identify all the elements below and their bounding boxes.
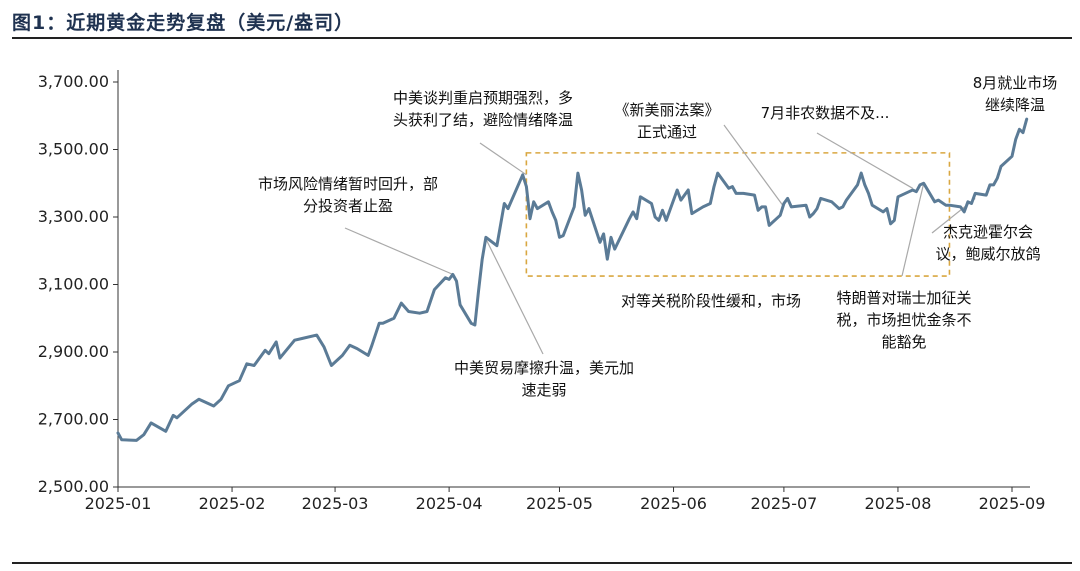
annotation-leader-line xyxy=(479,142,527,176)
highlight-box-layer xyxy=(525,152,951,277)
x-tick-label: 2025-01 xyxy=(85,494,152,513)
annotation-line: 速走弱 xyxy=(521,381,566,399)
annotation-line: 正式通过 xyxy=(637,123,697,141)
y-tick-label: 3,100.00 xyxy=(38,275,109,294)
annotation-line: 能豁免 xyxy=(881,333,926,351)
annotation-text: 8月就业市场继续降温 xyxy=(973,74,1058,114)
y-tick-label: 2,500.00 xyxy=(38,477,109,496)
leader-lines xyxy=(344,124,976,355)
annotation-line: 《新美丽法案》 xyxy=(614,101,719,119)
annotation-text: 中美谈判重启预期强烈，多头获利了结，避险情绪降温 xyxy=(393,89,573,129)
annotation-line: 继续降温 xyxy=(985,96,1045,114)
y-tick-label: 3,500.00 xyxy=(38,140,109,159)
x-tick-label: 2025-02 xyxy=(199,494,266,513)
annotation-line: 税，市场担忧金条不 xyxy=(836,311,971,329)
annotation-text: 特朗普对瑞士加征关税，市场担忧金条不能豁免 xyxy=(836,289,971,351)
annotation-line: 杰克逊霍尔会 xyxy=(943,223,1033,241)
range-highlight-box xyxy=(525,152,951,277)
annotation-text: 《新美丽法案》正式通过 xyxy=(614,101,719,141)
annotation-leader-line xyxy=(344,227,454,275)
annotation-text: 中美贸易摩擦升温，美元加速走弱 xyxy=(454,359,634,399)
annotation-line: 市场风险情绪暂时回升，部 xyxy=(258,175,438,193)
x-tick-label: 2025-09 xyxy=(979,494,1046,513)
annotations: 市场风险情绪暂时回升，部分投资者止盈 中美谈判重启预期强烈，多头获利了结，避险情绪… xyxy=(258,74,1057,399)
annotation-leader-line xyxy=(485,238,544,355)
annotation-text: 杰克逊霍尔会议，鲍威尔放鸽 xyxy=(935,223,1040,263)
annotation-leader-line xyxy=(901,183,925,277)
x-tick-label: 2025-05 xyxy=(526,494,593,513)
top-rule xyxy=(12,37,1072,39)
bottom-rule xyxy=(12,562,1072,564)
x-tick-label: 2025-07 xyxy=(750,494,817,513)
y-tick-label: 2,700.00 xyxy=(38,410,109,429)
x-tick-label: 2025-06 xyxy=(640,494,707,513)
annotation-line: 议，鲍威尔放鸽 xyxy=(935,245,1040,263)
x-tick-label: 2025-03 xyxy=(302,494,369,513)
x-tick-label: 2025-04 xyxy=(416,494,483,513)
annotation-leader-line xyxy=(723,124,785,208)
gold-price-line xyxy=(116,117,1029,442)
price-line-layer xyxy=(116,117,1029,442)
figure-title: 图1：近期黄金走势复盘（美元/盎司） xyxy=(12,12,355,34)
annotation-leader-line xyxy=(816,132,913,189)
annotation-line: 中美贸易摩擦升温，美元加 xyxy=(454,359,634,377)
annotation-text: 7月非农数据不及... xyxy=(761,104,890,122)
annotation-line: 头获利了结，避险情绪降温 xyxy=(393,111,573,129)
annotation-line: 特朗普对瑞士加征关 xyxy=(836,289,971,307)
y-tick-label: 3,300.00 xyxy=(38,207,109,226)
annotation-line: 对等关税阶段性缓和，市场 xyxy=(621,292,801,310)
annotation-line: 分投资者止盈 xyxy=(303,197,393,215)
axes: 2,500.00 2,700.00 2,900.00 3,100.00 3,300.00… xyxy=(38,70,1046,513)
y-tick-label: 2,900.00 xyxy=(38,342,109,361)
annotation-line: 中美谈判重启预期强烈，多 xyxy=(393,89,573,107)
annotation-line: 8月就业市场 xyxy=(973,74,1058,92)
annotation-text: 市场风险情绪暂时回升，部分投资者止盈 xyxy=(258,175,438,215)
x-tick-label: 2025-08 xyxy=(865,494,932,513)
annotation-line: 7月非农数据不及... xyxy=(761,104,890,122)
annotation-text: 对等关税阶段性缓和，市场 xyxy=(621,292,801,310)
y-tick-label: 3,700.00 xyxy=(38,72,109,91)
